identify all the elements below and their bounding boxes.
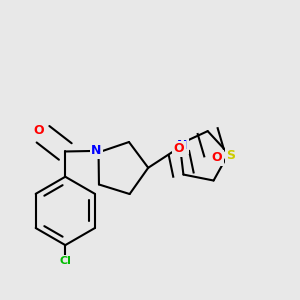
Text: N: N — [91, 144, 102, 158]
Text: N: N — [177, 139, 188, 152]
Text: O: O — [174, 142, 184, 155]
Text: Cl: Cl — [59, 256, 71, 266]
Text: O: O — [211, 152, 222, 164]
Text: O: O — [33, 124, 44, 137]
Text: S: S — [226, 149, 236, 162]
